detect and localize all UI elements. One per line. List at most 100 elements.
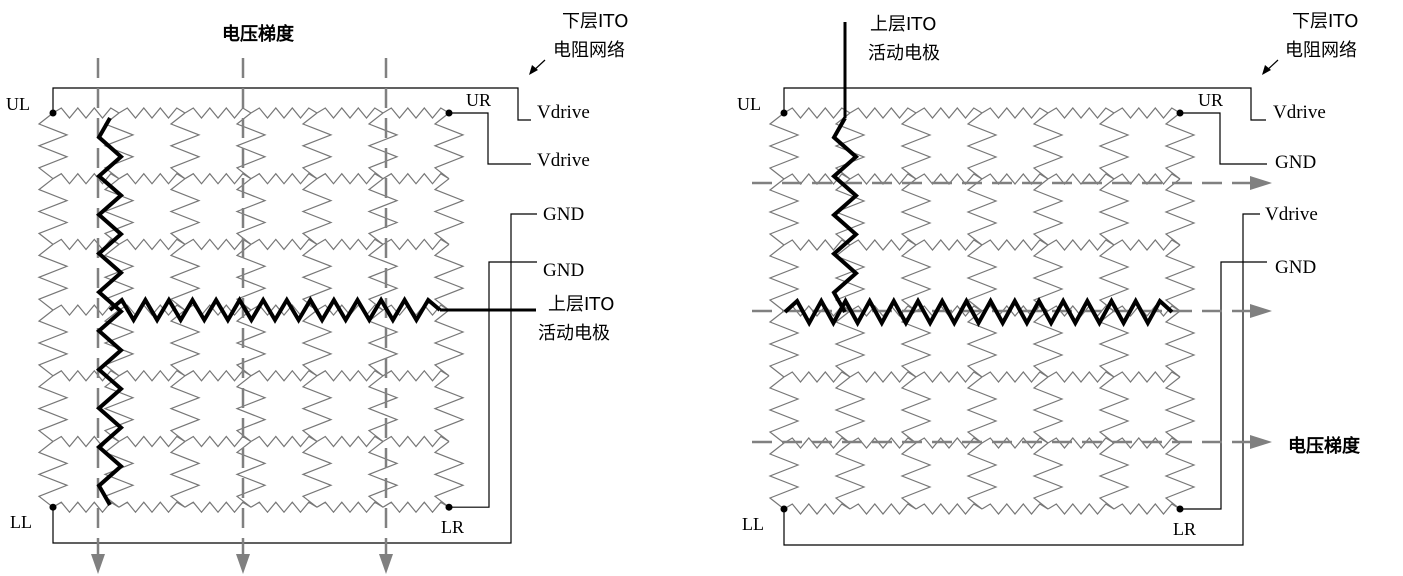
right-h-resistor bbox=[915, 503, 983, 515]
right-top-layer-electrode bbox=[783, 22, 1174, 328]
right-v-resistor bbox=[900, 376, 932, 444]
left-h-resistor bbox=[184, 238, 252, 251]
left-wire-ul bbox=[52, 87, 531, 121]
right-v-resistor bbox=[834, 112, 866, 180]
left-h-resistor bbox=[316, 369, 384, 382]
left-v-resistor bbox=[433, 112, 465, 180]
left-v-resistor bbox=[433, 375, 465, 442]
right-v-resistor bbox=[1032, 112, 1064, 180]
left-h-resistor bbox=[184, 435, 252, 448]
left-h-resistor bbox=[118, 369, 186, 382]
left-v-resistor bbox=[301, 441, 333, 508]
left-v-resistor bbox=[433, 178, 465, 245]
right-v-resistor bbox=[1032, 244, 1064, 312]
left-v-resistor bbox=[433, 441, 465, 508]
right-v-resistor bbox=[966, 112, 998, 180]
left-v-resistor bbox=[235, 309, 267, 377]
right-v-resistor bbox=[768, 244, 800, 312]
left-v-resistor bbox=[235, 441, 267, 508]
right-v-resistor bbox=[768, 442, 800, 510]
left-v-resistor bbox=[235, 178, 267, 245]
right-v-resistor bbox=[1032, 442, 1064, 510]
right-v-resistor bbox=[1098, 442, 1130, 510]
left-h-resistor bbox=[52, 369, 120, 382]
left-corner-ur-label: UR bbox=[466, 90, 491, 110]
right-bottom-layer-label-2: 电阻网络 bbox=[1285, 40, 1357, 61]
left-corner-dots bbox=[49, 109, 453, 511]
left-h-resistor bbox=[118, 501, 186, 514]
right-v-resistor bbox=[966, 376, 998, 444]
right-panel-4wire-y-gradient: 上层ITO 活动电极 下层ITO 电阻网络 UL UR LL LR Vdrive… bbox=[737, 11, 1361, 546]
left-v-resistor bbox=[169, 112, 201, 180]
right-v-resistor bbox=[768, 178, 800, 246]
right-v-resistor bbox=[1098, 112, 1130, 180]
right-h-resistor bbox=[849, 305, 917, 317]
left-v-resistor bbox=[235, 375, 267, 442]
left-h-resistor bbox=[382, 369, 450, 382]
right-v-resistor bbox=[1098, 376, 1130, 444]
left-h-resistor bbox=[250, 369, 318, 382]
right-h-resistor bbox=[981, 239, 1049, 251]
left-corner-lr-label: LR bbox=[441, 517, 464, 537]
right-gradient-arrow-head bbox=[1250, 176, 1272, 190]
right-corner-node bbox=[780, 109, 788, 117]
left-corner-ll-label: LL bbox=[10, 512, 32, 532]
left-terminal-ur-label: Vdrive bbox=[537, 150, 590, 171]
left-v-resistor bbox=[301, 112, 333, 180]
right-h-resistor bbox=[981, 371, 1049, 383]
right-v-resistor bbox=[1164, 112, 1196, 180]
right-h-resistor bbox=[1113, 503, 1181, 515]
left-top-layer-label-1: 上层ITO bbox=[548, 294, 614, 315]
left-h-resistor bbox=[184, 172, 252, 185]
left-v-resistor bbox=[433, 309, 465, 377]
right-v-resistor bbox=[1164, 178, 1196, 246]
left-h-resistor bbox=[52, 238, 120, 251]
right-h-resistor bbox=[981, 107, 1049, 119]
left-terminal-ul-label: Vdrive bbox=[537, 102, 590, 123]
right-terminal-lr-label: GND bbox=[1275, 257, 1316, 278]
left-h-resistor bbox=[382, 435, 450, 448]
right-h-resistor bbox=[1047, 173, 1115, 185]
left-corner-wires bbox=[52, 59, 546, 544]
right-v-resistor bbox=[1164, 442, 1196, 510]
right-v-resistor bbox=[1032, 310, 1064, 378]
right-h-resistor bbox=[1047, 239, 1115, 251]
right-corner-wires bbox=[783, 59, 1279, 546]
right-v-resistor bbox=[966, 442, 998, 510]
left-v-resistor bbox=[37, 441, 69, 508]
left-v-resistor bbox=[169, 178, 201, 245]
left-gradient-arrow-head bbox=[91, 554, 105, 574]
right-v-resistor bbox=[1032, 178, 1064, 246]
right-h-resistor bbox=[1113, 371, 1181, 383]
left-gradient-arrow-head bbox=[379, 554, 393, 574]
left-terminal-lr-label: GND bbox=[543, 260, 584, 281]
left-v-resistor bbox=[367, 441, 399, 508]
right-gradient-arrow-head bbox=[1250, 304, 1272, 318]
right-v-resistor bbox=[900, 112, 932, 180]
left-h-resistor bbox=[316, 172, 384, 185]
right-v-resistor bbox=[1098, 178, 1130, 246]
right-v-resistor bbox=[768, 310, 800, 378]
left-v-resistor bbox=[37, 375, 69, 442]
left-v-resistor bbox=[301, 178, 333, 245]
left-v-resistor bbox=[169, 309, 201, 377]
right-wire-ur bbox=[1180, 112, 1267, 165]
left-v-resistor bbox=[367, 243, 399, 311]
right-corner-ur-label: UR bbox=[1198, 90, 1223, 110]
right-h-resistor bbox=[783, 503, 851, 515]
left-resistor-grid bbox=[37, 107, 465, 514]
right-h-resistor bbox=[915, 239, 983, 251]
left-h-resistor bbox=[382, 238, 450, 251]
left-v-resistor bbox=[235, 112, 267, 180]
left-h-resistor bbox=[250, 172, 318, 185]
right-h-resistor bbox=[1113, 239, 1181, 251]
right-electrode-horizontal bbox=[783, 296, 1174, 328]
right-h-resistor bbox=[783, 239, 851, 251]
right-v-resistor bbox=[1098, 244, 1130, 312]
right-h-resistor bbox=[783, 371, 851, 383]
left-h-resistor bbox=[250, 501, 318, 514]
right-gradient-title: 电压梯度 bbox=[1288, 435, 1361, 457]
right-corner-node bbox=[1176, 505, 1184, 513]
right-voltage-gradient-arrows bbox=[752, 176, 1272, 449]
